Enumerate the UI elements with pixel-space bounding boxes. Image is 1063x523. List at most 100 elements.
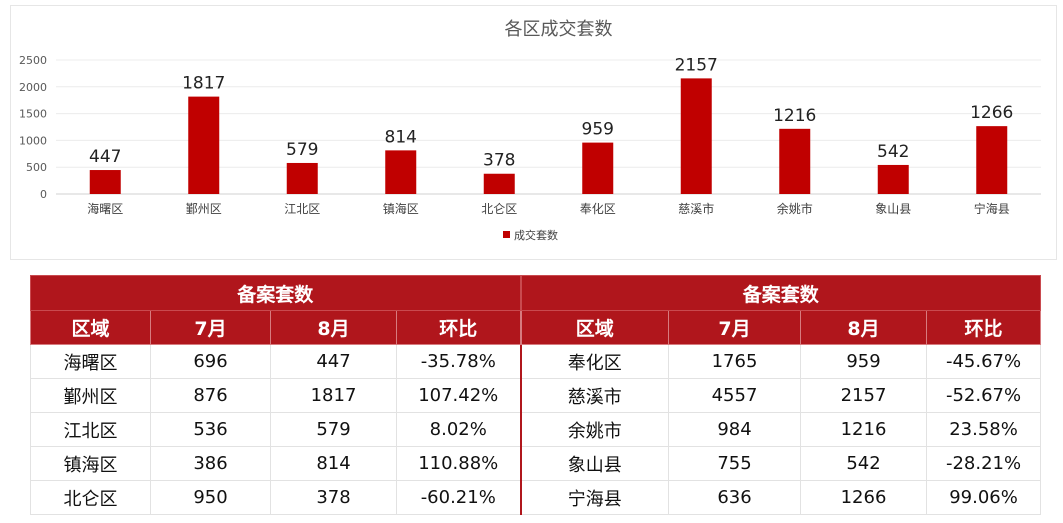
- cell-district: 余姚市: [519, 412, 670, 447]
- filing-table: 备案套数 备案套数 区域 7月 8月 环比 区域 7月 8月 环比 海曙区 69…: [29, 275, 1042, 515]
- cell-july: 4557: [668, 378, 802, 413]
- bar: [877, 164, 909, 194]
- cell-july: 755: [668, 446, 802, 481]
- data-label: 542: [877, 142, 909, 162]
- col-header-august: 8月: [800, 310, 928, 345]
- legend-swatch: [503, 231, 510, 238]
- cell-mom: -28.21%: [926, 446, 1042, 481]
- cell-mom: -35.78%: [395, 344, 522, 379]
- bar-chart: 各区成交套数 0 500 1000 1500 2000 2500 447 海曙区 1817 鄞州区 5…: [19, 19, 1041, 242]
- cell-district: 海曙区: [30, 344, 151, 379]
- cell-july: 950: [150, 480, 271, 515]
- y-tick-label: 1500: [19, 108, 47, 121]
- bar: [779, 128, 811, 194]
- cell-mom: -52.67%: [926, 378, 1042, 413]
- bar: [976, 126, 1008, 194]
- x-tick-label: 镇海区: [383, 201, 419, 216]
- cell-mom: -60.21%: [395, 480, 522, 515]
- cell-july: 636: [668, 480, 802, 515]
- cell-july: 984: [668, 412, 802, 447]
- col-header-district: 区域: [519, 310, 670, 345]
- cell-mom: 110.88%: [395, 446, 522, 481]
- x-tick-label: 海曙区: [87, 201, 123, 216]
- data-label: 579: [286, 140, 318, 160]
- cell-august: 1266: [800, 480, 928, 515]
- cell-mom: 8.02%: [395, 412, 522, 447]
- data-label: 2157: [675, 55, 718, 75]
- table-row: 鄞州区 876 1817 107.42% 慈溪市 4557 2157 -52.6…: [30, 378, 1042, 413]
- y-tick-label: 0: [40, 188, 47, 201]
- x-tick-label: 宁海县: [974, 201, 1010, 216]
- group-header-row: 备案套数 备案套数: [29, 275, 1042, 311]
- cell-district: 鄞州区: [30, 378, 151, 413]
- y-tick-label: 1000: [19, 134, 47, 147]
- table-row: 北仑区 950 378 -60.21% 宁海县 636 1266 99.06%: [30, 480, 1042, 515]
- cell-august: 447: [270, 344, 397, 379]
- table-row: 镇海区 386 814 110.88% 象山县 755 542 -28.21%: [30, 446, 1042, 481]
- x-tick-label: 奉化区: [580, 202, 616, 216]
- cell-district: 镇海区: [30, 446, 151, 481]
- col-header-mom: 环比: [395, 310, 522, 345]
- data-label: 814: [385, 127, 417, 147]
- cell-district: 慈溪市: [519, 378, 670, 413]
- cell-august: 542: [800, 446, 928, 481]
- table-row: 海曙区 696 447 -35.78% 奉化区 1765 959 -45.67%: [30, 344, 1042, 379]
- y-tick-label: 2500: [19, 54, 47, 67]
- cell-july: 696: [150, 344, 271, 379]
- legend-label: 成交套数: [514, 228, 558, 242]
- x-tick-label: 北仑区: [481, 202, 517, 216]
- data-label: 1817: [182, 74, 225, 94]
- col-header-july: 7月: [668, 310, 802, 345]
- bar: [582, 142, 614, 194]
- cell-july: 1765: [668, 344, 802, 379]
- column-header-row: 区域 7月 8月 环比 区域 7月 8月 环比: [30, 310, 1042, 345]
- bar: [188, 96, 220, 194]
- cell-mom: -45.67%: [926, 344, 1042, 379]
- data-label: 1266: [970, 103, 1013, 123]
- cell-mom: 23.58%: [926, 412, 1042, 447]
- bar: [286, 162, 318, 194]
- y-tick-label: 2000: [19, 81, 47, 94]
- chart-title: 各区成交套数: [505, 19, 613, 40]
- cell-august: 959: [800, 344, 928, 379]
- data-label: 447: [89, 147, 121, 167]
- cell-august: 378: [270, 480, 397, 515]
- cell-august: 1216: [800, 412, 928, 447]
- bar: [680, 78, 712, 194]
- cell-mom: 99.06%: [926, 480, 1042, 515]
- group-header-left: 备案套数: [29, 275, 522, 311]
- bar: [483, 173, 515, 194]
- cell-july: 386: [150, 446, 271, 481]
- col-header-mom: 环比: [926, 310, 1042, 345]
- col-header-district: 区域: [30, 310, 151, 345]
- col-header-august: 8月: [270, 310, 397, 345]
- x-tick-label: 慈溪市: [678, 201, 714, 216]
- cell-mom: 107.42%: [395, 378, 522, 413]
- cell-july: 536: [150, 412, 271, 447]
- x-tick-label: 余姚市: [777, 201, 813, 216]
- cell-district: 北仑区: [30, 480, 151, 515]
- y-tick-label: 500: [26, 161, 47, 174]
- cell-district: 奉化区: [519, 344, 670, 379]
- cell-august: 814: [270, 446, 397, 481]
- x-tick-label: 象山县: [875, 202, 911, 216]
- table-row: 江北区 536 579 8.02% 余姚市 984 1216 23.58%: [30, 412, 1042, 447]
- cell-august: 579: [270, 412, 397, 447]
- bar: [385, 150, 417, 194]
- filing-table-panel: 备案套数 备案套数 区域 7月 8月 环比 区域 7月 8月 环比 海曙区 69…: [29, 275, 1042, 515]
- data-label: 959: [582, 120, 614, 140]
- x-tick-label: 鄞州区: [186, 202, 222, 216]
- cell-district: 象山县: [519, 446, 670, 481]
- group-header-right: 备案套数: [519, 275, 1042, 311]
- cell-august: 1817: [270, 378, 397, 413]
- x-tick-label: 江北区: [284, 202, 320, 216]
- cell-july: 876: [150, 378, 271, 413]
- col-header-july: 7月: [150, 310, 271, 345]
- data-label: 378: [483, 151, 515, 171]
- cell-district: 江北区: [30, 412, 151, 447]
- bar: [89, 170, 121, 194]
- cell-august: 2157: [800, 378, 928, 413]
- data-label: 1216: [773, 106, 816, 126]
- cell-district: 宁海县: [519, 480, 670, 515]
- chart-panel: 各区成交套数 0 500 1000 1500 2000 2500 447 海曙区 1817 鄞州区 5…: [10, 5, 1057, 260]
